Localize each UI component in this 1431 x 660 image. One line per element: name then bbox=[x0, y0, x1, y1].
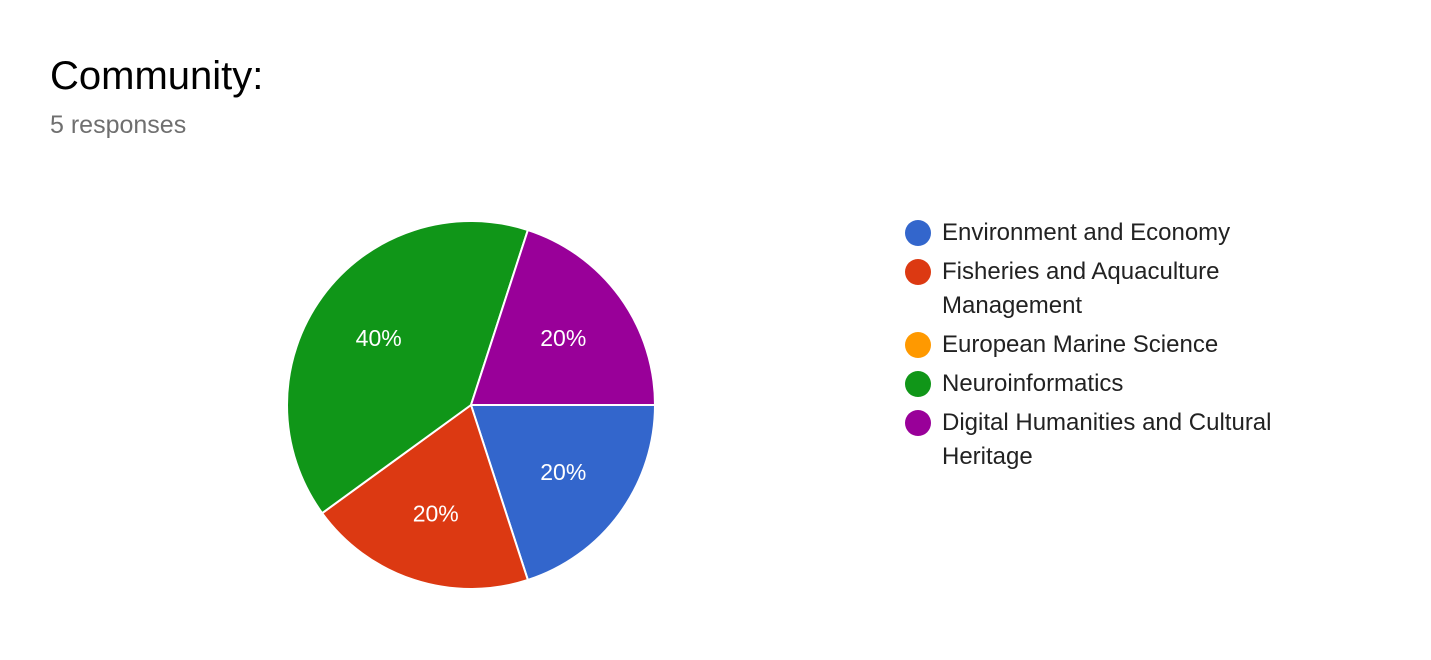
legend-item-environment-and-economy[interactable]: Environment and Economy bbox=[905, 216, 1325, 250]
slice-label-environment-and-economy: 20% bbox=[540, 459, 586, 485]
slice-label-neuroinformatics: 40% bbox=[356, 325, 402, 351]
chart-legend: Environment and Economy Fisheries and Aqu… bbox=[905, 216, 1325, 479]
legend-item-fisheries-and-aquaculture-management[interactable]: Fisheries and Aquaculture Management bbox=[905, 255, 1325, 323]
pie-slice-environment-and-economy[interactable] bbox=[470, 404, 656, 581]
slice-label-digital-humanities-and-cultural-heritage: 20% bbox=[540, 325, 586, 351]
legend-swatch-icon bbox=[905, 259, 931, 285]
legend-label: Neuroinformatics bbox=[942, 370, 1124, 397]
legend-label: Digital Humanities and Cultural Heritage bbox=[942, 409, 1272, 470]
legend-label: Environment and Economy bbox=[942, 219, 1231, 246]
legend-item-neuroinformatics[interactable]: Neuroinformatics bbox=[905, 367, 1325, 401]
legend-swatch-icon bbox=[905, 332, 931, 358]
question-title: Community: bbox=[50, 54, 264, 98]
legend-item-digital-humanities-and-cultural-heritage[interactable]: Digital Humanities and Cultural Heritage bbox=[905, 406, 1325, 474]
legend-swatch-icon bbox=[905, 410, 931, 436]
pie-slice-fisheries-and-aquaculture-management[interactable] bbox=[321, 404, 529, 590]
pie-slice-digital-humanities-and-cultural-heritage[interactable] bbox=[470, 229, 656, 406]
legend-item-european-marine-science[interactable]: European Marine Science bbox=[905, 328, 1325, 362]
legend-label: European Marine Science bbox=[942, 331, 1219, 358]
legend-label: Fisheries and Aquaculture Management bbox=[942, 258, 1220, 319]
slice-label-fisheries-and-aquaculture-management: 20% bbox=[413, 500, 459, 526]
legend-swatch-icon bbox=[905, 371, 931, 397]
response-count: 5 responses bbox=[50, 111, 187, 139]
pie-slice-neuroinformatics[interactable] bbox=[286, 220, 529, 515]
legend-swatch-icon bbox=[905, 220, 931, 246]
